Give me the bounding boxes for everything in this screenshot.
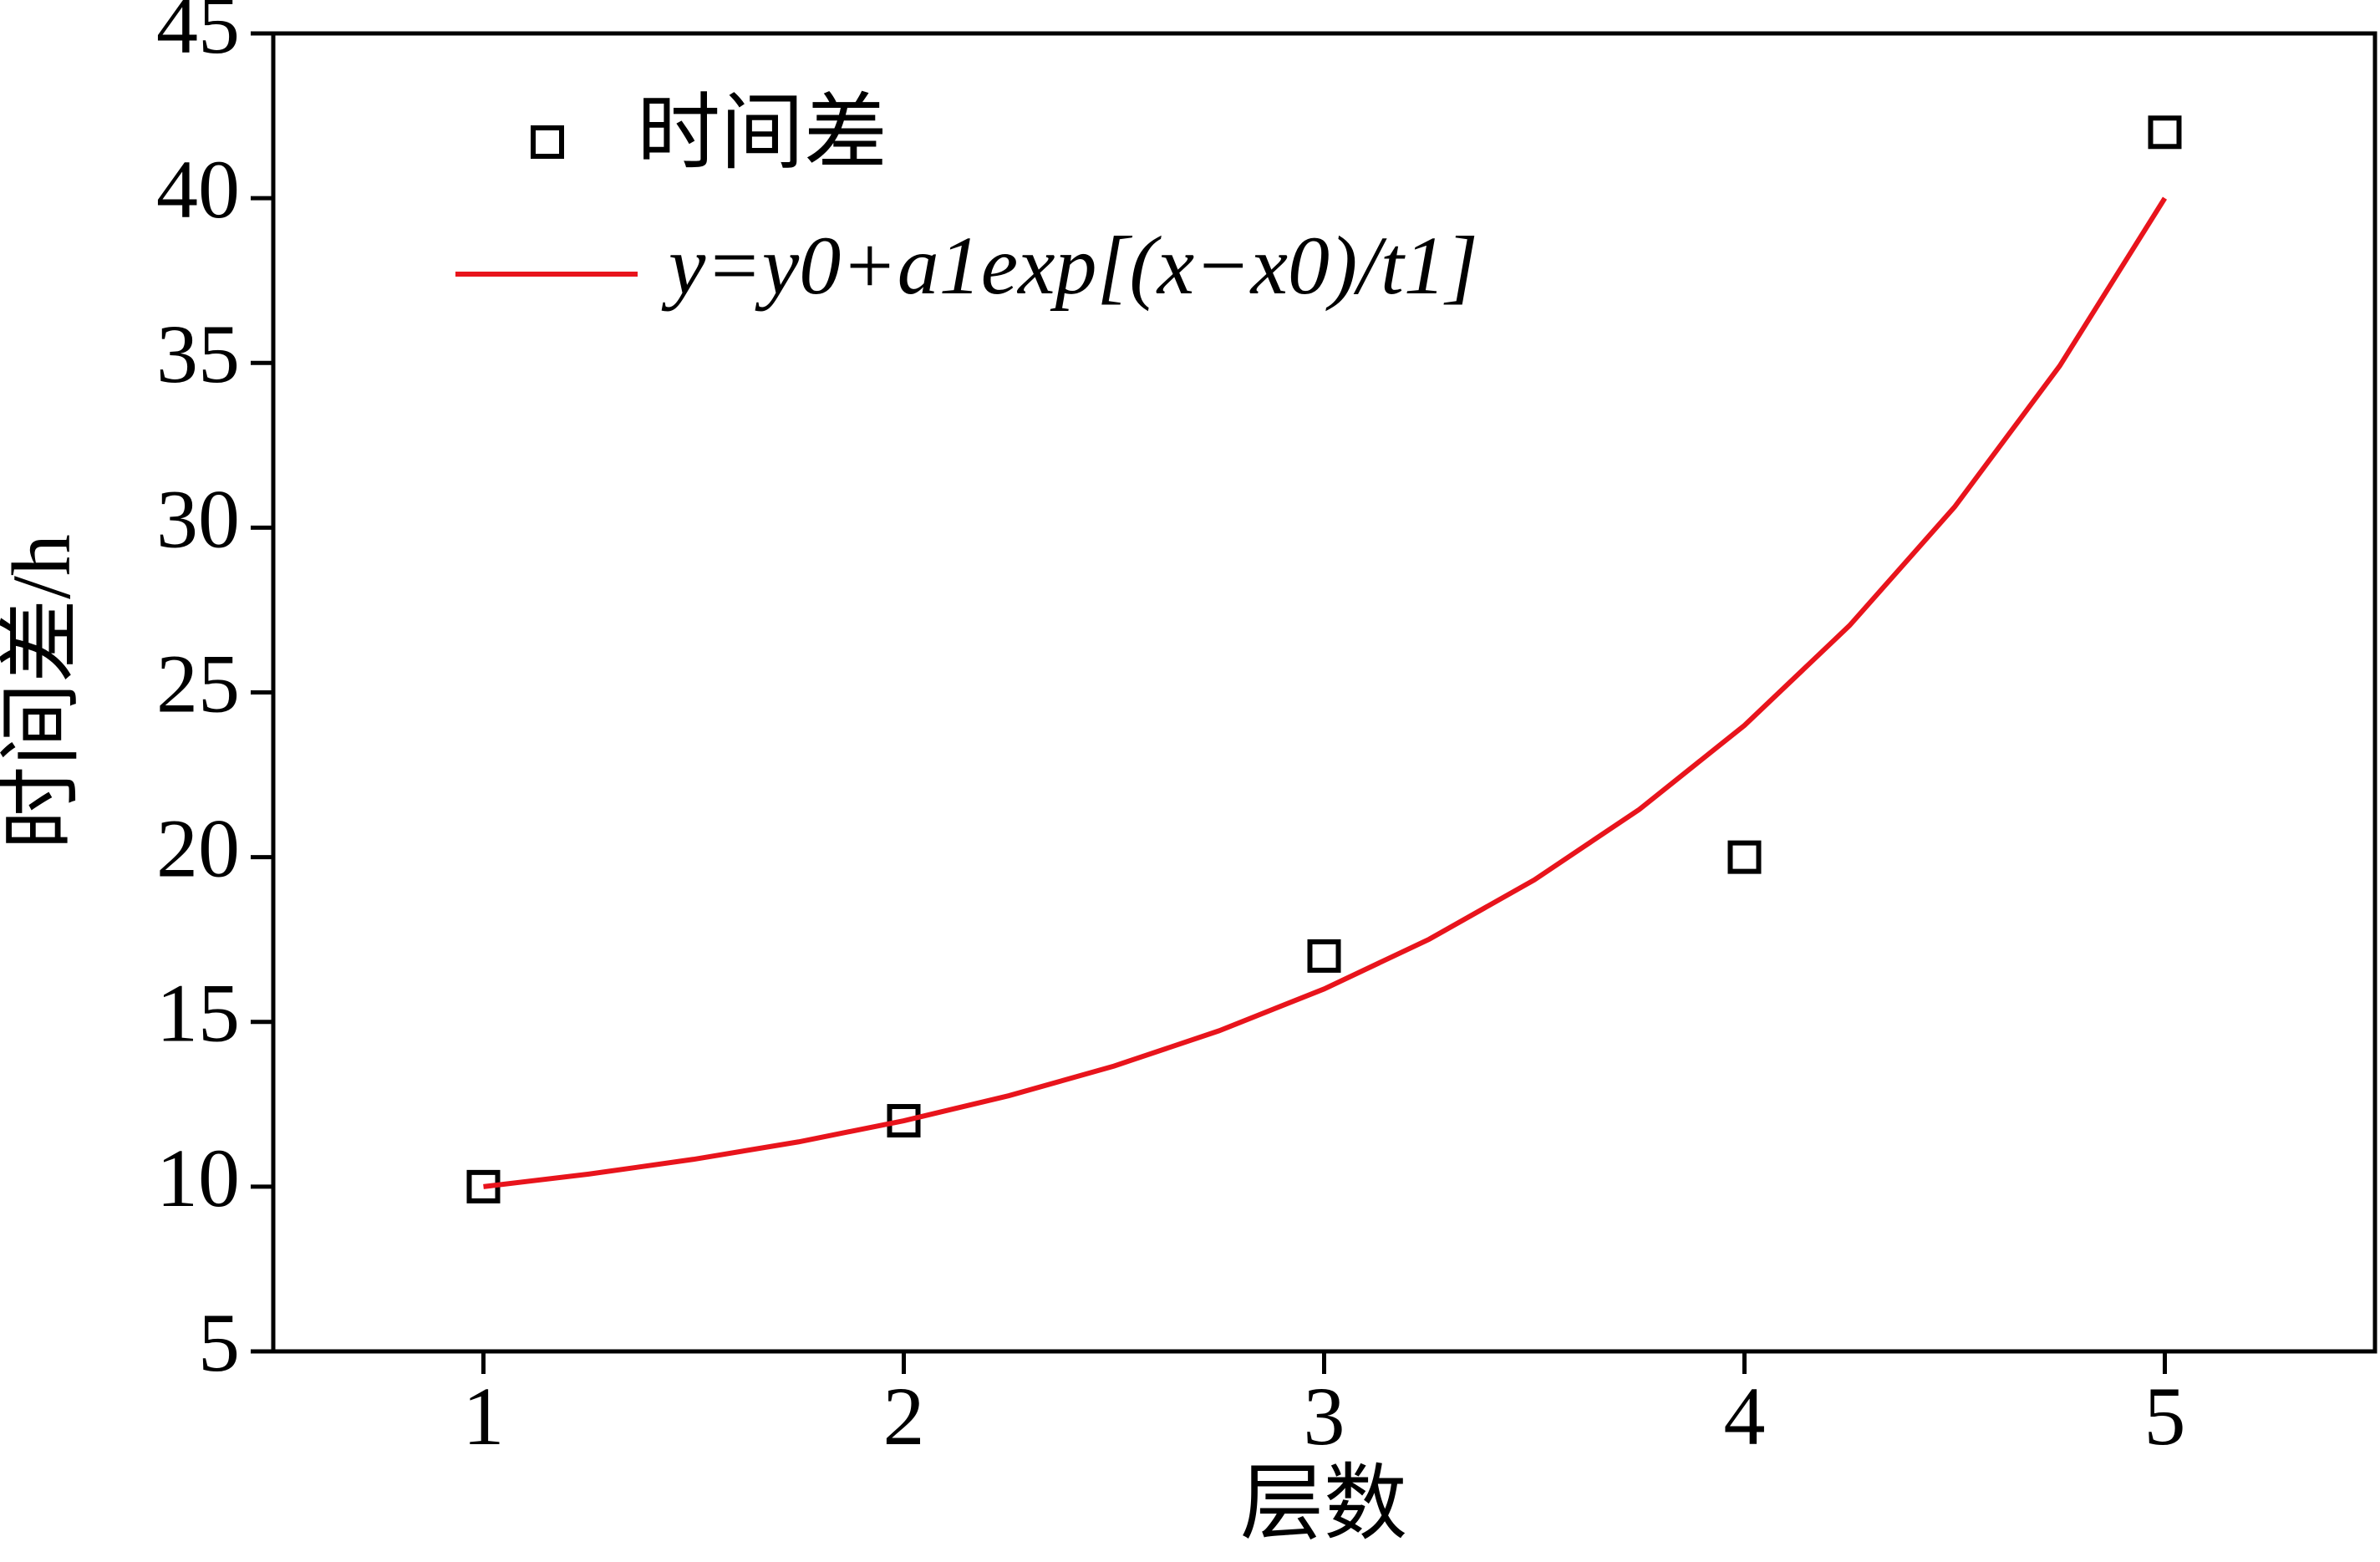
legend-label: y=y0+a1exp[(x−x0)/t1] (661, 219, 1478, 312)
y-tick-label: 10 (156, 1132, 240, 1224)
scatter-point (1307, 939, 1341, 973)
scatter-point (887, 1104, 921, 1138)
scatter-point (2148, 115, 2182, 150)
legend-label: 时间差 (637, 87, 887, 180)
scatter-point (1727, 840, 1762, 874)
x-tick-label: 5 (2144, 1370, 2186, 1463)
x-tick-label: 4 (1724, 1370, 1766, 1463)
x-tick-label: 1 (463, 1370, 505, 1463)
y-tick-label: 35 (156, 308, 240, 400)
x-tick-label: 3 (1304, 1370, 1345, 1463)
y-tick-label: 30 (156, 472, 240, 565)
fit-line (483, 196, 2168, 1189)
legend-marker (531, 125, 564, 159)
x-axis-label: 层数 (1240, 1458, 1407, 1550)
y-tick-label: 5 (198, 1296, 240, 1389)
x-tick-label: 2 (883, 1370, 925, 1463)
y-tick-label: 40 (156, 143, 240, 236)
y-axis-label: 时间差/h (0, 534, 88, 850)
y-tick-label: 20 (156, 802, 240, 895)
y-tick-label: 15 (156, 967, 240, 1060)
y-tick-label: 45 (156, 0, 240, 71)
y-tick-label: 25 (156, 637, 240, 730)
